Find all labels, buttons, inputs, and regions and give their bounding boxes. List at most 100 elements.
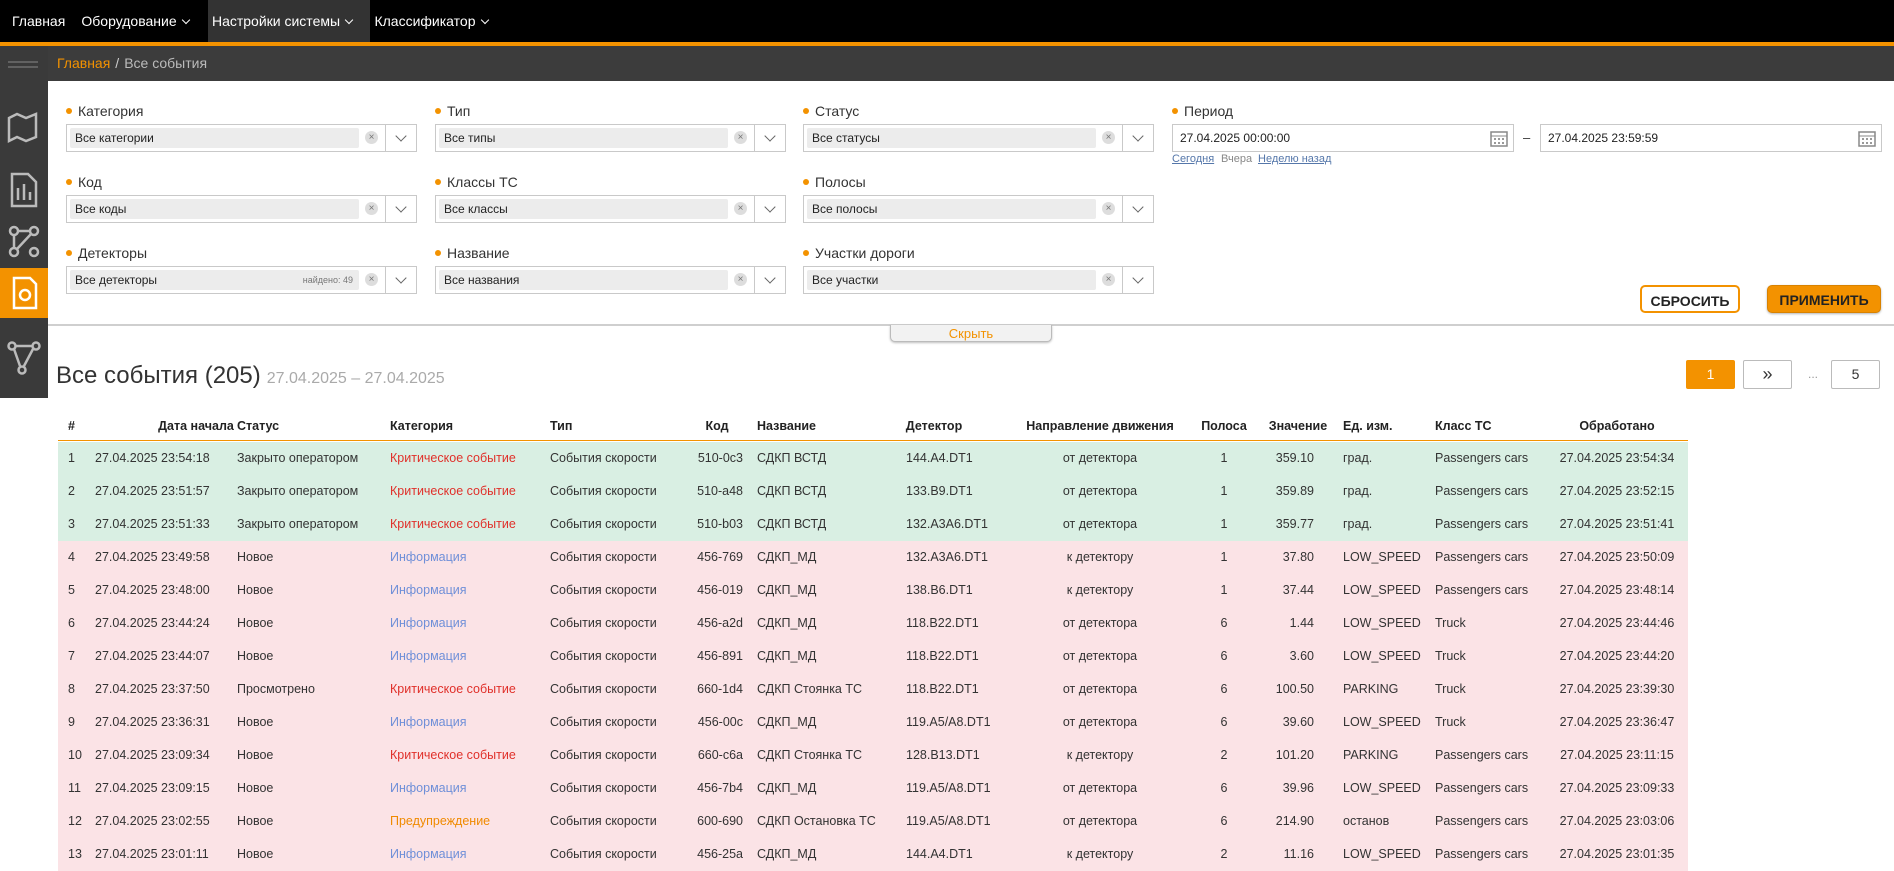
table-cell: 359.89 bbox=[1275, 484, 1314, 498]
column-header[interactable]: Тип bbox=[550, 419, 573, 433]
nav-item[interactable]: Оборудование bbox=[80, 0, 204, 42]
filter-value-text: Все коды bbox=[75, 202, 127, 216]
table-cell: События скорости bbox=[550, 616, 657, 630]
table-cell: 119.A5/A8.DT1 bbox=[906, 781, 991, 795]
filter-select[interactable]: Все категории × bbox=[66, 124, 417, 152]
calendar-button[interactable] bbox=[1858, 129, 1876, 152]
clear-button[interactable]: × bbox=[734, 131, 747, 144]
divider bbox=[385, 125, 386, 151]
table-row[interactable] bbox=[58, 838, 1688, 871]
table-cell: 359.77 bbox=[1275, 517, 1314, 531]
table-cell: Truck bbox=[1435, 682, 1466, 696]
table-cell: Просмотрено bbox=[237, 682, 315, 696]
column-header[interactable]: Полоса bbox=[1201, 419, 1247, 433]
pagination-item[interactable]: » bbox=[1743, 360, 1792, 389]
nav-item[interactable]: Главная bbox=[0, 0, 68, 42]
table-cell: 359.10 bbox=[1275, 451, 1314, 465]
clear-button[interactable]: × bbox=[734, 273, 747, 286]
calendar-button[interactable] bbox=[1490, 129, 1508, 152]
table-cell: 27.04.2025 23:50:09 bbox=[1559, 550, 1675, 564]
table-cell: LOW_SPEED bbox=[1343, 616, 1421, 630]
apply-button[interactable]: ПРИМЕНИТЬ bbox=[1767, 285, 1881, 313]
column-header[interactable]: Статус bbox=[237, 419, 280, 433]
clear-button[interactable]: × bbox=[1102, 273, 1115, 286]
table-cell: град. bbox=[1343, 484, 1373, 498]
table-cell: к детектору bbox=[1066, 748, 1134, 762]
clear-button[interactable]: × bbox=[1102, 131, 1115, 144]
table-row[interactable] bbox=[58, 640, 1688, 673]
filter-select[interactable]: Все статусы × bbox=[803, 124, 1154, 152]
breadcrumb-home[interactable]: Главная bbox=[57, 55, 111, 71]
filter-select[interactable]: Все типы × bbox=[435, 124, 786, 152]
column-header[interactable]: Детектор bbox=[905, 419, 963, 433]
column-header[interactable]: Ед. изм. bbox=[1343, 419, 1393, 433]
quick-period-link[interactable]: Сегодня bbox=[1172, 153, 1215, 165]
table-cell: СДКП_МД bbox=[757, 616, 817, 630]
table-row[interactable] bbox=[58, 574, 1688, 607]
clear-button[interactable]: × bbox=[365, 273, 378, 286]
table-row[interactable] bbox=[58, 772, 1688, 805]
date-input[interactable]: 27.04.2025 00:00:00 bbox=[1172, 124, 1514, 152]
column-header[interactable]: # bbox=[68, 419, 75, 433]
table-cell: 1 bbox=[68, 451, 75, 465]
filter-value-text: Все детекторы bbox=[75, 273, 158, 287]
filter-select[interactable]: Все полосы × bbox=[803, 195, 1154, 223]
table-cell: Новое bbox=[237, 649, 274, 663]
filter-select[interactable]: Все названия × bbox=[435, 266, 786, 294]
clear-button[interactable]: × bbox=[365, 202, 378, 215]
table-cell: от детектора bbox=[1062, 781, 1138, 795]
table-cell: 128.B13.DT1 bbox=[906, 748, 980, 762]
hide-toggle[interactable]: Скрыть bbox=[890, 325, 1052, 342]
filter-select[interactable]: Все участки × bbox=[803, 266, 1154, 294]
table-row[interactable] bbox=[58, 607, 1688, 640]
table-row[interactable] bbox=[58, 706, 1688, 739]
nav-item[interactable]: Настройки системы bbox=[208, 0, 370, 42]
filter-value: Все статусы bbox=[807, 128, 1096, 148]
column-header[interactable]: Направление движения bbox=[1026, 419, 1174, 433]
column-header[interactable]: Категория bbox=[390, 419, 454, 433]
table-row[interactable] bbox=[58, 805, 1688, 838]
date-input[interactable]: 27.04.2025 23:59:59 bbox=[1540, 124, 1882, 152]
table-row[interactable] bbox=[58, 739, 1688, 772]
table-cell: 27.04.2025 23:37:50 bbox=[95, 682, 210, 696]
clear-button[interactable]: × bbox=[365, 131, 378, 144]
breadcrumb-current: Все события bbox=[124, 55, 208, 71]
quick-period-link[interactable]: Неделю назад bbox=[1258, 153, 1332, 165]
table-cell: Truck bbox=[1435, 649, 1466, 663]
filter-select[interactable]: Все классы × bbox=[435, 195, 786, 223]
table-cell: Информация bbox=[390, 781, 467, 795]
filter-select[interactable]: Все коды × bbox=[66, 195, 417, 223]
table-cell: 144.A4.DT1 bbox=[906, 451, 973, 465]
table-cell: События скорости bbox=[550, 847, 657, 861]
nav-item[interactable]: Классификатор bbox=[373, 0, 503, 42]
table-row[interactable] bbox=[58, 442, 1688, 475]
table-row[interactable] bbox=[58, 508, 1688, 541]
pagination-item[interactable]: 1 bbox=[1686, 360, 1735, 389]
column-header[interactable]: Класс ТС bbox=[1435, 419, 1492, 433]
reset-button[interactable]: СБРОСИТЬ bbox=[1640, 285, 1740, 313]
table-cell: LOW_SPEED bbox=[1343, 583, 1421, 597]
table-cell: 6 bbox=[1220, 814, 1228, 828]
clear-button[interactable]: × bbox=[1102, 202, 1115, 215]
table-row[interactable] bbox=[58, 673, 1688, 706]
table-cell: СДКП Остановка ТС bbox=[757, 814, 876, 828]
divider bbox=[754, 125, 755, 151]
table-cell: 2 bbox=[1220, 748, 1228, 762]
table-cell: от детектора bbox=[1062, 682, 1138, 696]
chevron bbox=[181, 15, 190, 25]
pagination-item[interactable]: 5 bbox=[1831, 360, 1880, 389]
column-header[interactable]: Дата начала bbox=[158, 419, 234, 433]
table-cell: 510-0c3 bbox=[697, 451, 743, 465]
quick-period-link[interactable]: Вчера bbox=[1221, 153, 1253, 165]
column-header[interactable]: Обработано bbox=[1579, 419, 1655, 433]
table-row[interactable] bbox=[58, 541, 1688, 574]
column-header[interactable]: Код bbox=[705, 419, 729, 433]
filter-select[interactable]: Все детекторы найдено: 49 × bbox=[66, 266, 417, 294]
column-header[interactable]: Название bbox=[757, 419, 817, 433]
table-row[interactable] bbox=[58, 475, 1688, 508]
table-cell: Информация bbox=[390, 715, 467, 729]
clear-button[interactable]: × bbox=[734, 202, 747, 215]
table-cell: Passengers cars bbox=[1435, 781, 1529, 795]
column-header[interactable]: Значение bbox=[1268, 419, 1328, 433]
